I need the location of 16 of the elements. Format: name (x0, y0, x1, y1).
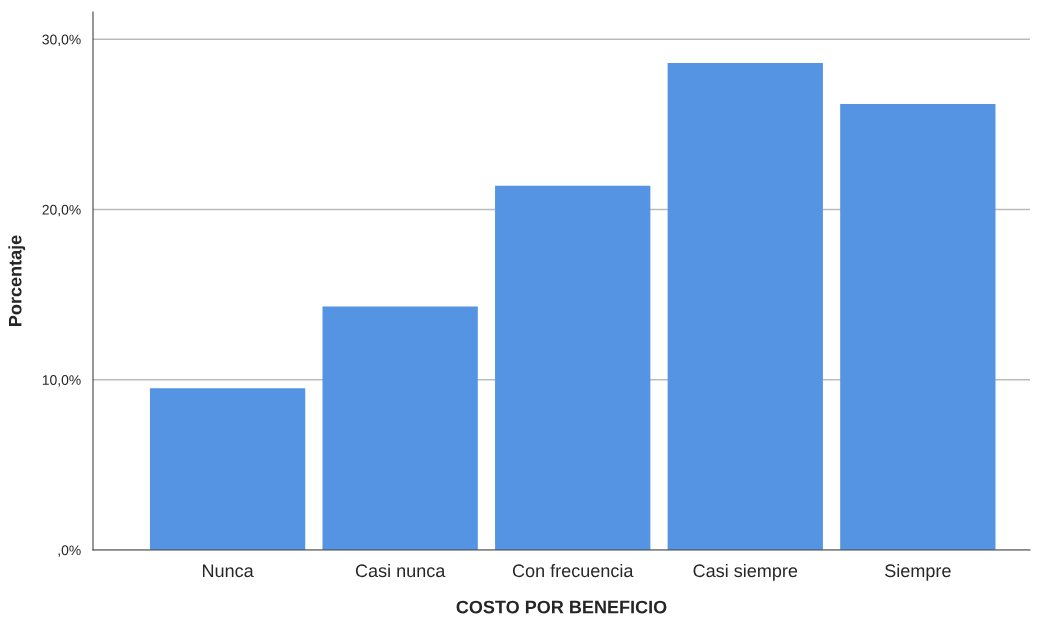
x-tick-label: Con frecuencia (512, 563, 634, 578)
bar (149, 388, 306, 550)
x-tick-label: Casi siempre (693, 563, 798, 581)
y-tick-label: 30,0% (42, 34, 81, 47)
bar (322, 306, 478, 550)
x-tick-label: Casi nunca (355, 563, 446, 578)
x-axis-title: COSTO POR BENEFICIO (456, 600, 667, 614)
y-axis-title: Porcentaje (8, 235, 26, 326)
x-tick-label: Nunca (202, 564, 254, 578)
x-tick-label: Siempre (885, 563, 951, 581)
bar (840, 103, 996, 550)
y-tick-label: ,0% (58, 545, 81, 557)
y-tick-label: 20,0% (42, 204, 81, 217)
y-tick-label: 10,0% (42, 375, 81, 387)
bar (667, 63, 823, 550)
bar (495, 185, 651, 550)
